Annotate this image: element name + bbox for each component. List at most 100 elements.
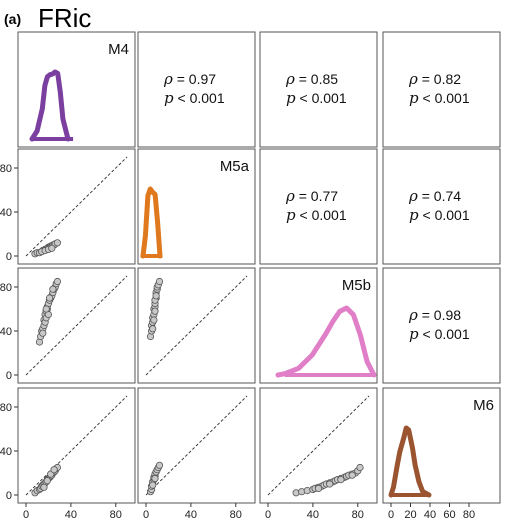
rho-value: = 0.85 [295, 71, 338, 87]
p-symbol: p [164, 89, 174, 107]
scatter-point [48, 244, 56, 252]
model-label-M5b: M5b [342, 277, 371, 294]
rho-value: = 0.97 [173, 71, 216, 87]
p-symbol: p [286, 206, 296, 224]
correlation-p: p < 0.001 [409, 206, 470, 224]
correlation-rho: ρ = 0.85 [285, 70, 338, 88]
scatter-point [150, 316, 158, 324]
y-tick-label: 80 [0, 163, 12, 175]
correlation-rho: ρ = 0.82 [408, 70, 461, 88]
x-tick-label: 20 [404, 509, 416, 521]
density-curve-M5a [140, 186, 163, 259]
x-tick-label: 40 [65, 509, 77, 521]
rho-symbol: ρ [285, 187, 295, 205]
panel-r1-c3 [382, 148, 501, 265]
panel-r2-c1 [137, 267, 256, 384]
scatter-point [39, 329, 47, 337]
scatter-point [314, 484, 323, 492]
identity-line-r3-c2 [267, 395, 370, 496]
panel-r3-c2 [259, 387, 378, 504]
panel-r2-c2 [259, 267, 378, 384]
model-label-M6: M6 [473, 397, 494, 414]
scatter-point [50, 466, 58, 474]
rho-value: = 0.82 [418, 71, 461, 87]
x-tick-label: 80 [463, 509, 475, 521]
p-symbol: p [286, 89, 296, 107]
p-value: < 0.001 [296, 207, 347, 223]
panel-r1-c2 [259, 148, 378, 265]
scatter-point [53, 239, 62, 247]
correlation-p: p < 0.001 [164, 89, 225, 107]
x-tick-label: 60 [443, 509, 455, 521]
correlation-rho: ρ = 0.97 [163, 70, 216, 88]
correlation-rho: ρ = 0.98 [408, 306, 461, 324]
scatter-point [43, 477, 51, 485]
scatter-point [42, 305, 50, 313]
correlation-p: p < 0.001 [409, 89, 470, 107]
scatter-point [40, 483, 48, 491]
rho-symbol: ρ [408, 306, 418, 324]
p-value: < 0.001 [296, 90, 347, 106]
correlation-p: p < 0.001 [409, 325, 470, 343]
rho-symbol: ρ [408, 70, 418, 88]
y-tick-label: 0 [6, 490, 12, 502]
rho-value: = 0.98 [418, 307, 461, 323]
y-tick-label: 0 [6, 370, 12, 382]
rho-symbol: ρ [163, 70, 173, 88]
x-tick-label: 40 [424, 509, 436, 521]
panel-r1-c1 [137, 148, 256, 265]
panel-r2-c0 [17, 267, 136, 384]
p-symbol: p [409, 89, 419, 107]
scatter-point [337, 475, 345, 484]
p-value: < 0.001 [419, 207, 470, 223]
scatter-point [49, 285, 57, 293]
scatter-point [152, 292, 160, 300]
p-value: < 0.001 [419, 326, 470, 342]
scatter-point [45, 294, 54, 302]
panel-r3-c0 [17, 387, 136, 504]
y-tick-label: 40 [0, 446, 12, 458]
x-tick-label: 0 [265, 509, 271, 521]
x-tick-label: 0 [388, 509, 394, 521]
scatter-point [151, 474, 159, 483]
p-symbol: p [409, 325, 419, 343]
x-tick-label: 0 [23, 509, 29, 521]
identity-line-r3-c1 [145, 395, 248, 496]
y-tick-label: 80 [0, 282, 12, 294]
panel-r1-c0 [17, 148, 136, 265]
panel-r3-c1 [137, 387, 256, 504]
panel-r0-c3 [382, 31, 501, 148]
panel-r0-c2 [259, 31, 378, 148]
figure-title: FRic [38, 3, 91, 33]
scatter-point [326, 480, 334, 488]
x-tick-label: 40 [185, 509, 197, 521]
identity-line-r2-c0 [25, 275, 128, 376]
identity-line-r3-c0 [25, 395, 128, 496]
panel-r2-c3 [382, 267, 501, 384]
panel-letter: (a) [4, 11, 21, 27]
rho-symbol: ρ [285, 70, 295, 88]
y-tick-label: 40 [0, 326, 12, 338]
rho-value: = 0.74 [418, 188, 461, 204]
correlation-p: p < 0.001 [286, 206, 347, 224]
identity-line-r1-c0 [25, 156, 128, 257]
identity-line-r2-c1 [145, 275, 248, 376]
x-tick-label: 80 [110, 509, 122, 521]
x-tick-label: 80 [352, 509, 364, 521]
p-symbol: p [409, 206, 419, 224]
panel-r0-c0 [17, 31, 136, 148]
scatter-point [151, 307, 159, 315]
rho-value: = 0.77 [295, 188, 338, 204]
x-tick-label: 80 [230, 509, 242, 521]
x-tick-label: 0 [143, 509, 149, 521]
scatter-point [348, 471, 356, 479]
p-value: < 0.001 [419, 90, 470, 106]
scatter-point [356, 463, 364, 472]
y-tick-label: 40 [0, 207, 12, 219]
correlation-p: p < 0.001 [286, 89, 347, 107]
scatter-point [149, 325, 157, 333]
correlation-rho: ρ = 0.77 [285, 187, 338, 205]
y-tick-label: 80 [0, 402, 12, 414]
panel-r3-c3 [382, 387, 501, 504]
